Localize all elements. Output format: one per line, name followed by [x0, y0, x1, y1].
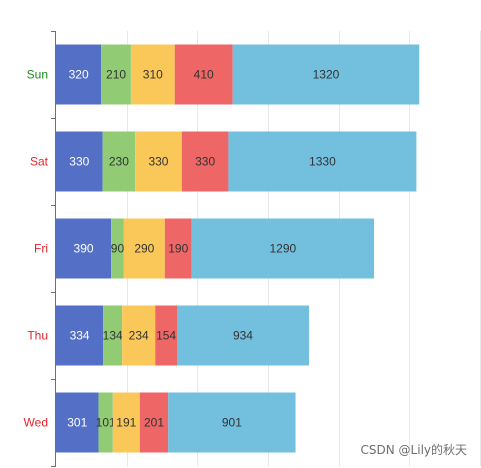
- bar-value-label: 190: [168, 242, 188, 256]
- bar-segment-sat-s2: [102, 131, 136, 192]
- bar-value-label: 101: [96, 416, 116, 430]
- bar-value-label: 301: [67, 416, 87, 430]
- bar-series: 301 101 191 201 901 334 134 234 154 934 390 90 290 19…: [56, 44, 420, 453]
- bar-segment-thu-s4: [155, 305, 177, 366]
- bar-value-label: 410: [194, 68, 214, 82]
- bar-value-label: 1330: [309, 155, 336, 169]
- bar-value-label: 230: [109, 155, 129, 169]
- bar-value-label: 1290: [269, 242, 296, 256]
- bar-segment-sun-s1: [56, 44, 102, 105]
- bar-segment-sun-s5: [232, 44, 420, 105]
- bar-segment-fri-s4: [164, 218, 192, 279]
- bar-segment-sun-s4: [174, 44, 233, 105]
- bar-value-label: 201: [144, 416, 164, 430]
- bar-segment-sat-s4: [181, 131, 229, 192]
- bar-value-label: 334: [70, 329, 90, 343]
- category-label-sun: Sun: [27, 68, 48, 82]
- bar-value-label: 90: [111, 242, 125, 256]
- bar-value-label: 290: [134, 242, 154, 256]
- bar-value-label: 154: [156, 329, 176, 343]
- bar-value-label: 330: [195, 155, 215, 169]
- bar-value-label: 234: [129, 329, 149, 343]
- bar-value-label: 390: [74, 242, 94, 256]
- bar-segment-wed-s5: [168, 392, 296, 453]
- bar-segment-sat-s3: [135, 131, 182, 192]
- bar-segment-thu-s3: [122, 305, 156, 366]
- bar-segment-fri-s5: [191, 218, 374, 279]
- bar-segment-sat-s1: [56, 131, 103, 192]
- bar-value-label: 134: [103, 329, 123, 343]
- bar-value-label: 320: [69, 68, 89, 82]
- category-label-thu: Thu: [27, 329, 48, 343]
- bar-segment-wed-s2: [98, 392, 113, 453]
- bar-value-label: 330: [69, 155, 89, 169]
- category-label-wed: Wed: [24, 416, 48, 430]
- bar-value-label: 330: [148, 155, 168, 169]
- bar-segment-thu-s1: [56, 305, 104, 366]
- bar-segment-fri-s3: [123, 218, 165, 279]
- category-label-sat: Sat: [30, 155, 49, 169]
- bar-segment-wed-s4: [139, 392, 169, 453]
- category-label-fri: Fri: [34, 242, 48, 256]
- bar-segment-fri-s1: [56, 218, 112, 279]
- bar-value-label: 901: [222, 416, 242, 430]
- category-labels: Wed Thu Fri Sat Sun: [24, 68, 49, 430]
- bar-value-label: 210: [106, 68, 126, 82]
- bar-segment-wed-s1: [56, 392, 99, 453]
- bar-value-label: 934: [233, 329, 253, 343]
- bar-segment-thu-s5: [176, 305, 309, 366]
- bar-value-label: 191: [116, 416, 136, 430]
- watermark-text: CSDN @Lily的秋天: [360, 443, 467, 457]
- bar-segment-sun-s3: [130, 44, 175, 105]
- bar-value-label: 310: [143, 68, 163, 82]
- bar-segment-wed-s3: [112, 392, 140, 453]
- bar-value-label: 1320: [313, 68, 340, 82]
- bar-segment-fri-s2: [111, 218, 124, 279]
- y-axis: [51, 31, 56, 467]
- bar-segment-sun-s2: [101, 44, 131, 105]
- bar-segment-thu-s2: [103, 305, 123, 366]
- bar-segment-sat-s5: [228, 131, 417, 192]
